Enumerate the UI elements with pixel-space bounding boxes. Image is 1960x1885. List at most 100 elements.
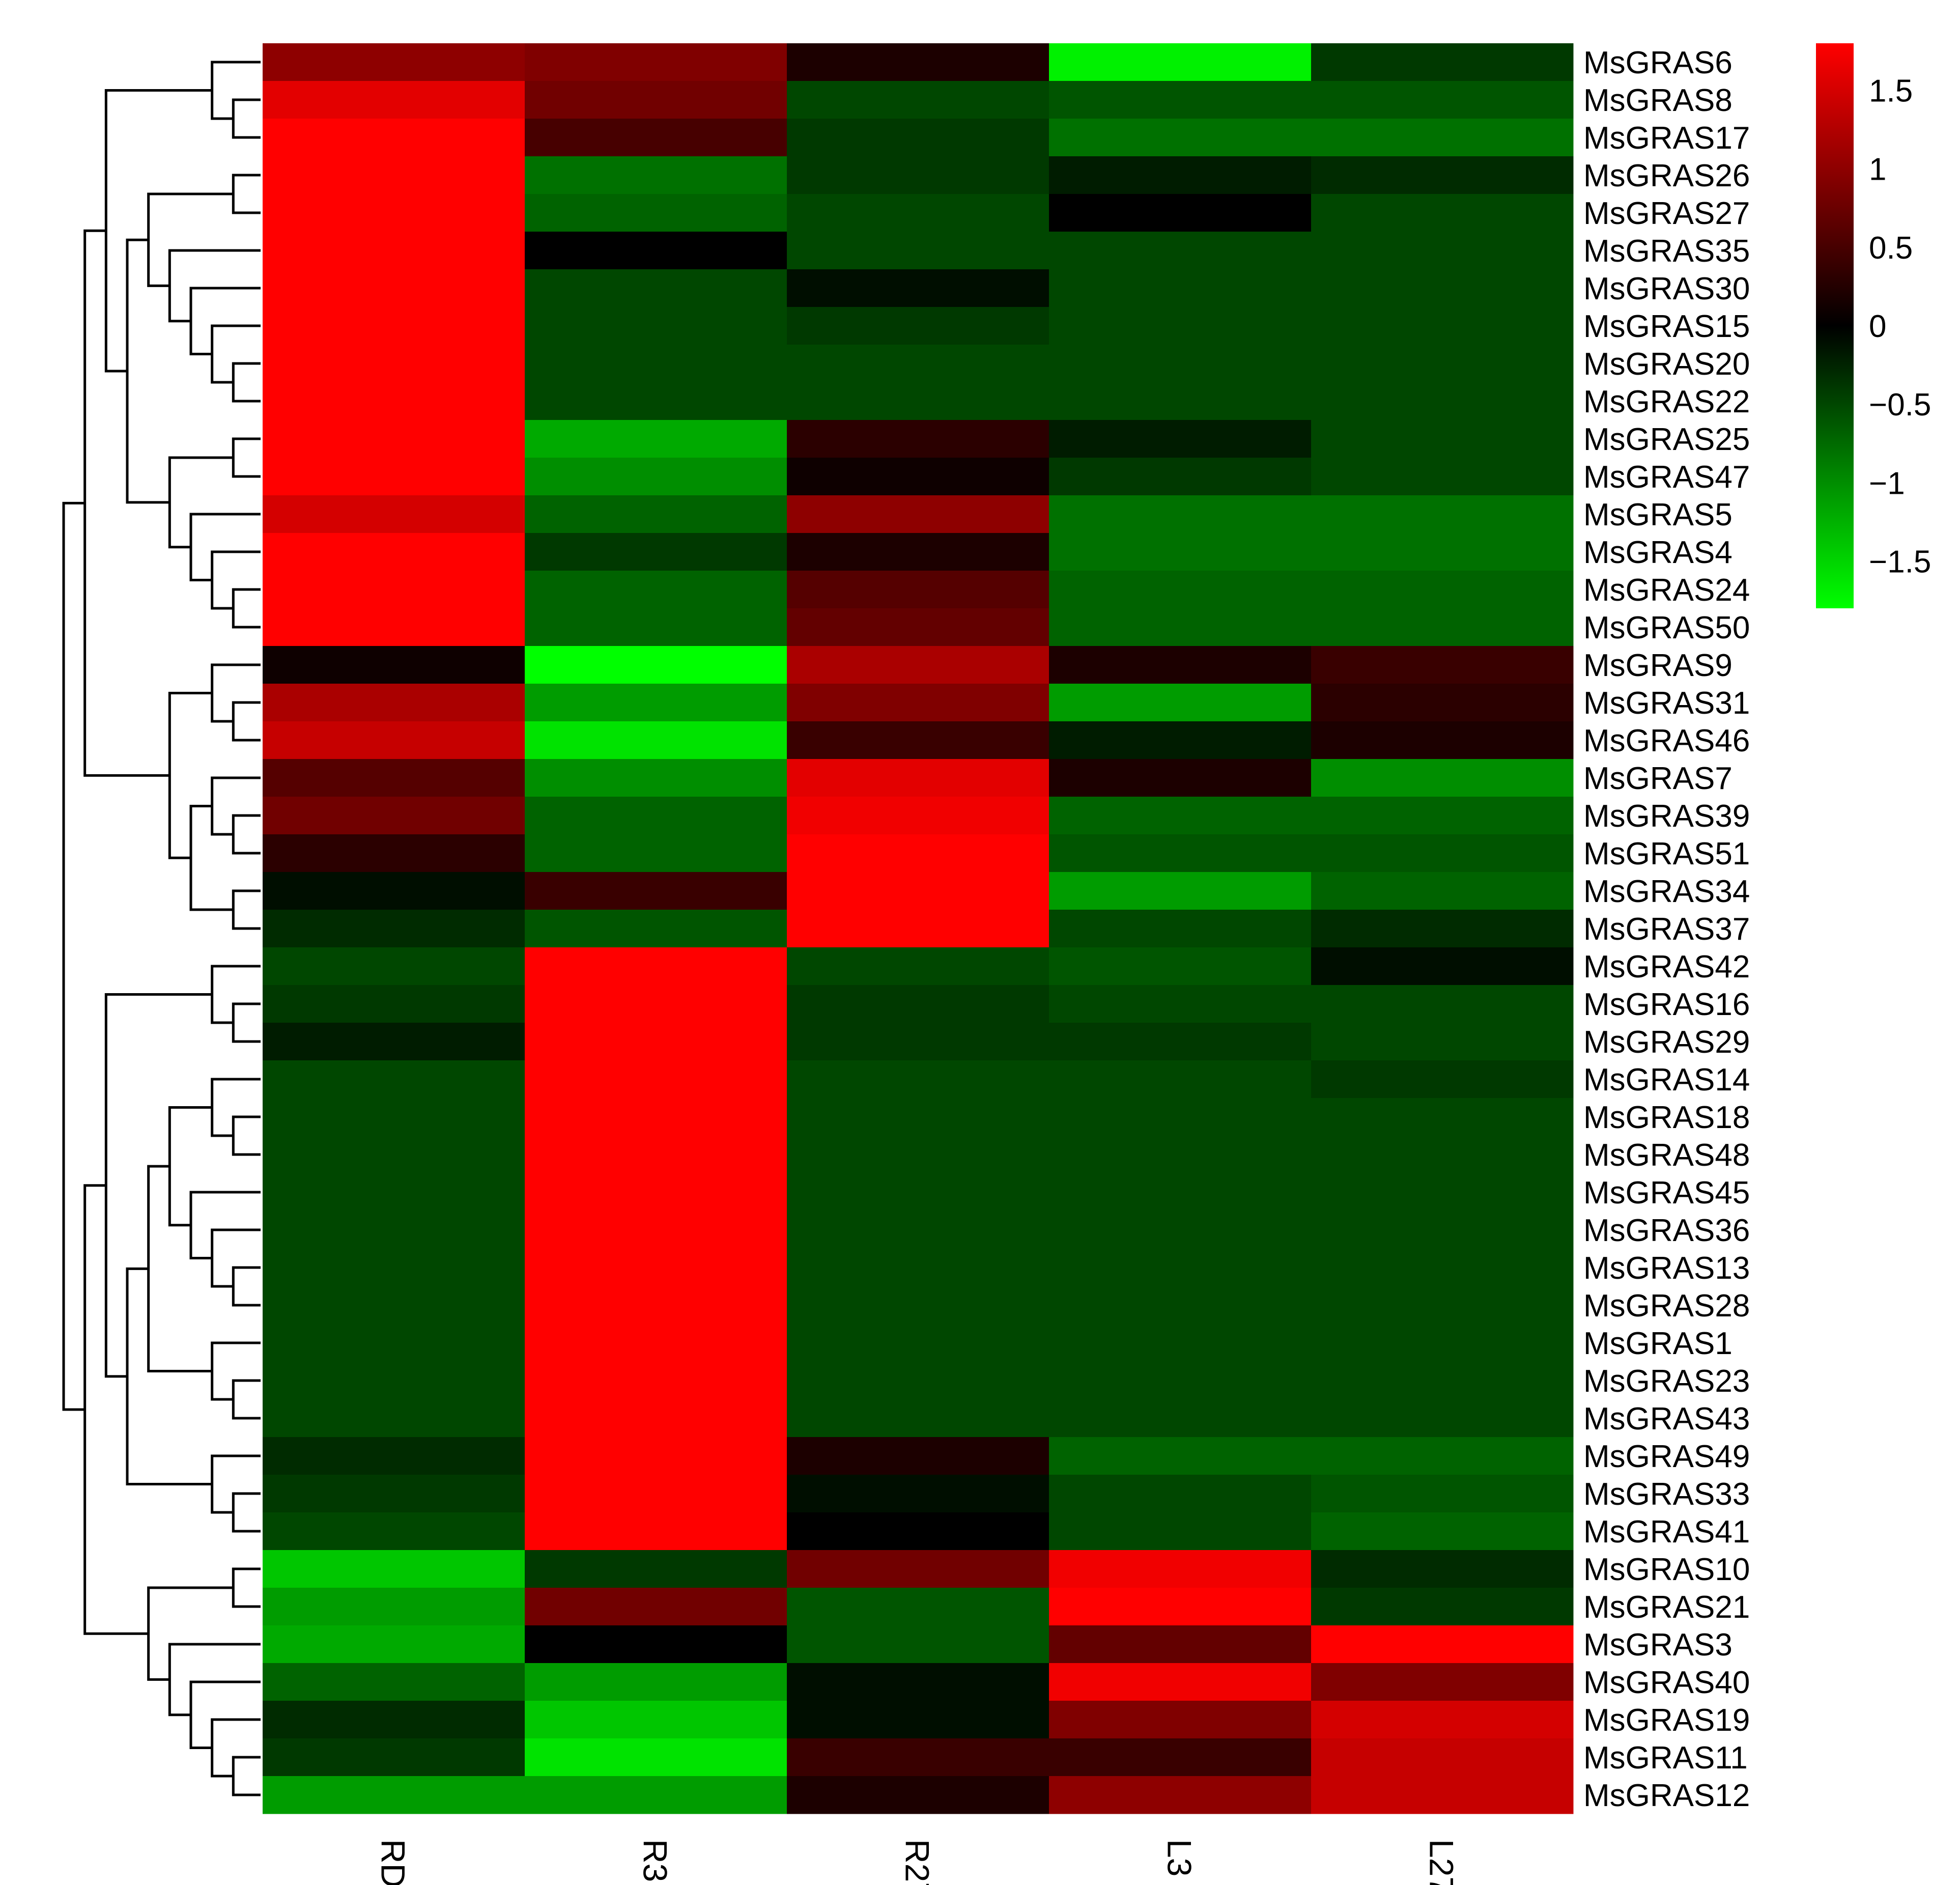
heatmap-cell — [1311, 269, 1574, 307]
heatmap-cell — [263, 1701, 525, 1739]
heatmap-cell — [1311, 533, 1574, 571]
dendrogram-branch — [211, 550, 261, 610]
heatmap-cell — [1311, 156, 1574, 194]
heatmap-cell — [1049, 1738, 1312, 1777]
heatmap-cell — [1049, 684, 1312, 722]
row-label: MsGRAS31 — [1583, 686, 1750, 721]
heatmap-cell — [787, 1173, 1049, 1212]
heatmap-cell — [263, 1098, 525, 1136]
heatmap-cell — [263, 269, 525, 307]
heatmap-cell — [787, 156, 1049, 194]
heatmap-cell — [1049, 721, 1312, 759]
heatmap-cell — [787, 81, 1049, 119]
dendrogram-branch — [232, 1002, 261, 1043]
heatmap-cell — [263, 1286, 525, 1325]
heatmap-cell — [263, 1023, 525, 1061]
heatmap-cell — [263, 1173, 525, 1212]
dendrogram-branch — [83, 229, 170, 777]
heatmap-cell — [263, 1475, 525, 1513]
heatmap-cell — [787, 1625, 1049, 1664]
heatmap-cell — [1049, 156, 1312, 194]
heatmap-cell — [525, 307, 787, 345]
dendrogram-branch — [189, 287, 261, 355]
colorbar-tick-label: 0.5 — [1869, 231, 1913, 266]
heatmap-cell — [1049, 910, 1312, 948]
dendrogram-branch — [232, 98, 261, 139]
heatmap-cell — [787, 759, 1049, 797]
heatmap-cell — [1049, 1249, 1312, 1287]
dendrogram-branch — [211, 965, 261, 1024]
heatmap-cell — [1049, 1588, 1312, 1626]
heatmap-cell — [787, 1136, 1049, 1174]
row-label: MsGRAS15 — [1583, 309, 1750, 344]
heatmap-cell — [787, 382, 1049, 420]
heatmap-cell — [263, 759, 525, 797]
heatmap-cell — [525, 1776, 787, 1814]
heatmap-cell — [1049, 345, 1312, 383]
heatmap-cell — [1311, 119, 1574, 157]
heatmap-cell — [263, 1060, 525, 1099]
heatmap-cell — [1311, 608, 1574, 646]
heatmap-cell — [525, 81, 787, 119]
dendrogram-branch — [147, 192, 234, 287]
dendrogram-branch — [232, 889, 261, 930]
heatmap-cell — [525, 533, 787, 571]
row-label: MsGRAS24 — [1583, 573, 1750, 608]
heatmap-cell — [787, 646, 1049, 684]
heatmap-cell — [1049, 495, 1312, 533]
heatmap-cell — [1049, 382, 1312, 420]
column-label: L27 — [1423, 1839, 1461, 1885]
heatmap-cell — [787, 1211, 1049, 1249]
heatmap-cell — [1049, 81, 1312, 119]
heatmap-cell — [525, 43, 787, 81]
heatmap-cell — [787, 1249, 1049, 1287]
column-label: L3 — [1161, 1839, 1199, 1876]
heatmap-cell — [525, 1324, 787, 1362]
color-legend: 1.5 1 0.5 0 −0.5 −1 −1.5 — [1816, 43, 1931, 608]
heatmap-cell — [525, 495, 787, 533]
heatmap-cell — [1049, 1060, 1312, 1099]
row-dendrogram — [62, 61, 261, 1796]
heatmap-cell — [525, 119, 787, 157]
heatmap-cell — [263, 1362, 525, 1400]
row-label: MsGRAS35 — [1583, 234, 1750, 269]
heatmap-cell — [1311, 1173, 1574, 1212]
row-label: MsGRAS33 — [1583, 1477, 1750, 1512]
heatmap-cell — [263, 684, 525, 722]
dendrogram-branch — [211, 1078, 261, 1137]
dendrogram-branch — [168, 456, 234, 549]
row-label: MsGRAS7 — [1583, 761, 1732, 796]
heatmap-cell — [263, 872, 525, 910]
dendrogram-branch — [168, 1643, 261, 1717]
dendrogram-branch — [232, 814, 261, 855]
row-label: MsGRAS47 — [1583, 460, 1750, 495]
heatmap-cell — [263, 1512, 525, 1551]
heatmap-cell — [787, 684, 1049, 722]
heatmap-cell — [1049, 269, 1312, 307]
row-label: MsGRAS1 — [1583, 1326, 1732, 1361]
dendrogram-branch — [147, 1165, 212, 1372]
heatmap-cell — [1311, 194, 1574, 232]
heatmap-cell — [525, 571, 787, 609]
heatmap-cell — [1049, 43, 1312, 81]
heatmap-cell — [263, 834, 525, 873]
row-label: MsGRAS14 — [1583, 1062, 1750, 1098]
heatmap-cell — [787, 1286, 1049, 1325]
colorbar-tick-label: 1.5 — [1869, 74, 1913, 109]
heatmap-cell — [1049, 1701, 1312, 1739]
colorbar-tick-label: −0.5 — [1869, 387, 1931, 423]
heatmap-cell — [263, 646, 525, 684]
heatmap-cell — [787, 1399, 1049, 1438]
heatmap-cell — [1049, 1625, 1312, 1664]
row-label: MsGRAS28 — [1583, 1288, 1750, 1324]
heatmap-cell — [525, 1475, 787, 1513]
heatmap-cell — [525, 1136, 787, 1174]
row-label: MsGRAS37 — [1583, 912, 1750, 947]
heatmap-cell — [787, 458, 1049, 496]
heatmap-cell — [525, 1663, 787, 1701]
dendrogram-branch — [126, 1267, 212, 1485]
heatmap-cell — [1311, 910, 1574, 948]
heatmap-cell — [263, 1625, 525, 1664]
heatmap-cell — [1311, 1550, 1574, 1588]
heatmap-cell — [1311, 420, 1574, 458]
